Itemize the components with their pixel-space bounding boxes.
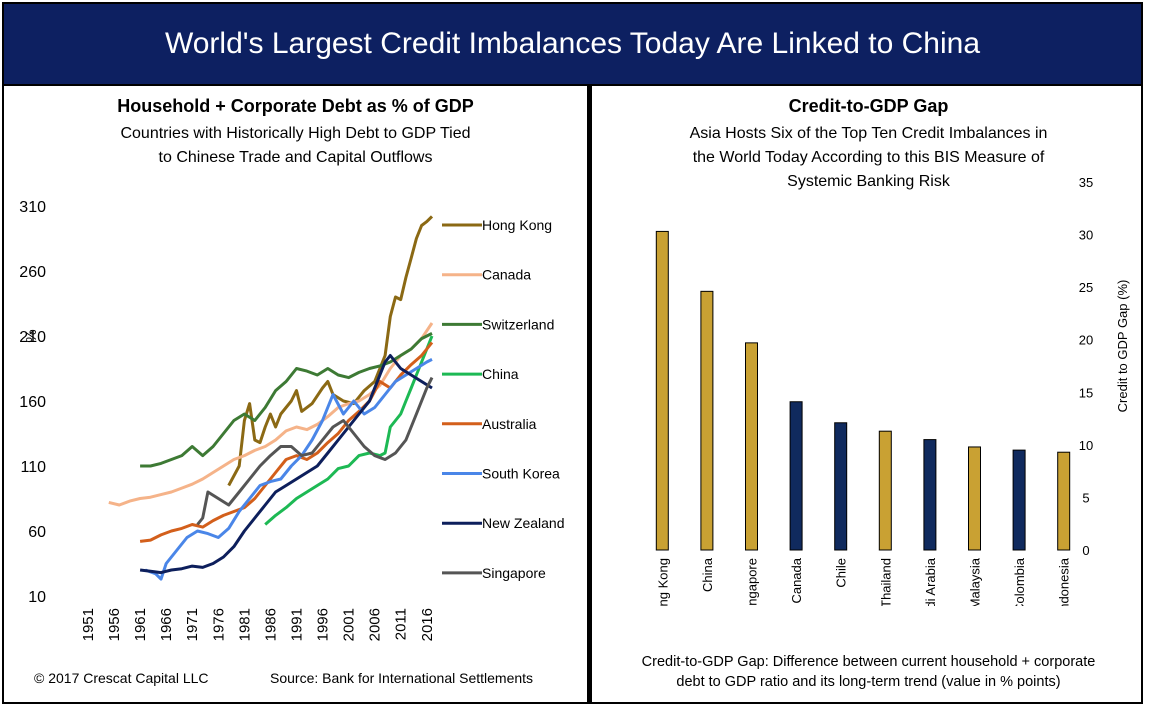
bar-hong-kong	[655, 230, 669, 551]
bar-y-tick-label-35: 35	[1079, 175, 1093, 190]
source-text: Source: Bank for International Settlemen…	[270, 670, 534, 686]
bar-colombia	[1012, 449, 1026, 551]
x-tick-label-1996: 1996	[315, 608, 332, 641]
copyright-text: © 2017 Crescat Capital LLC	[34, 670, 209, 686]
x-tick-label-1986: 1986	[262, 608, 279, 641]
x-tick-label-1966: 1966	[158, 608, 175, 641]
bar-category-label-indonesia: Indonesia	[1057, 557, 1072, 606]
footnote-line1: Credit-to-GDP Gap: Difference between cu…	[641, 654, 1096, 670]
banner-title: World's Largest Credit Imbalances Today …	[4, 4, 1141, 86]
left-subtitle-line2: to Chinese Trade and Capital Outflows	[158, 149, 433, 166]
legend-label-hong-kong: Hong Kong	[482, 217, 552, 233]
bar-y-tick-label-5: 5	[1082, 490, 1089, 505]
bar-category-label-hong-kong: Hong Kong	[655, 558, 670, 606]
bar-category-label-saudi-arabia: Saudi Arabia	[923, 557, 938, 606]
bar-y-axis-label: Credit to GDP Gap (%)	[1115, 280, 1130, 413]
left-chart-title: Household + Corporate Debt as % of GDP	[117, 96, 474, 116]
bar-y-tick-label-30: 30	[1079, 228, 1093, 243]
y-tick-label-10: 10	[28, 589, 46, 606]
right-subtitle-line1: Asia Hosts Six of the Top Ten Credit Imb…	[689, 125, 1048, 142]
series-line-singapore	[196, 376, 434, 526]
left-subtitle-line1: Countries with Historically High Debt to…	[120, 125, 471, 142]
x-tick-label-1991: 1991	[288, 608, 305, 641]
right-subtitle-line3: Systemic Banking Risk	[787, 173, 950, 190]
legend-label-singapore: Singapore	[482, 565, 546, 581]
bar-singapore	[745, 342, 758, 551]
series-line-australia	[139, 341, 434, 543]
legend-label-canada: Canada	[482, 267, 531, 283]
bar-y-tick-label-10: 10	[1079, 438, 1093, 453]
bar-saudi-arabia	[923, 439, 937, 551]
y-tick-label-160: 160	[19, 394, 46, 411]
right-subtitle-line2: the World Today According to this BIS Me…	[692, 149, 1045, 166]
y-tick-label-310: 310	[19, 199, 46, 216]
bar-chart: 0 5 10 15 20 25 30 35 Credit to GDP Gap (%) Hong …	[655, 175, 1130, 606]
bar-malaysia	[968, 446, 981, 551]
bar-y-tick-label-25: 25	[1079, 280, 1093, 295]
y-axis-label: %	[23, 329, 40, 342]
bar-category-label-colombia: Colombia	[1012, 557, 1027, 606]
bar-category-label-thailand: Thailand	[878, 558, 893, 606]
x-tick-label-1981: 1981	[236, 608, 253, 641]
series-line-hong-kong	[227, 215, 434, 487]
x-tick-label-2001: 2001	[341, 608, 358, 641]
bar-thailand	[878, 430, 892, 551]
legend-label-south-korea: South Korea	[482, 466, 560, 482]
x-tick-label-1961: 1961	[132, 608, 149, 641]
bar-category-label-malaysia: Malaysia	[968, 557, 983, 606]
bar-category-label-singapore: Singapore	[745, 558, 760, 606]
bar-china	[700, 290, 714, 551]
bar-canada	[789, 401, 803, 551]
bar-category-label-canada: Canada	[789, 557, 804, 603]
panel-divider	[587, 84, 592, 704]
legend-label-switzerland: Switzerland	[482, 316, 554, 332]
series-line-south-korea	[144, 358, 433, 581]
bar-y-tick-label-15: 15	[1079, 385, 1093, 400]
x-tick-label-1976: 1976	[210, 608, 227, 641]
y-tick-label-260: 260	[19, 264, 46, 281]
x-tick-label-2006: 2006	[367, 608, 384, 641]
x-tick-label-1956: 1956	[106, 608, 123, 641]
legend-label-new-zealand: New Zealand	[482, 515, 565, 531]
bar-y-tick-label-20: 20	[1079, 333, 1093, 348]
bar-category-label-chile: Chile	[834, 558, 849, 588]
right-panel: Credit-to-GDP Gap Asia Hosts Six of the …	[592, 86, 1145, 704]
y-tick-label-210: 210	[19, 329, 46, 346]
bar-indonesia	[1057, 451, 1071, 551]
bar-y-tick-label-0: 0	[1082, 543, 1089, 558]
y-tick-label-110: 110	[20, 459, 46, 476]
series-line-new-zealand	[139, 354, 433, 575]
legend-label-china: China	[482, 366, 519, 382]
footnote-line2: debt to GDP ratio and its long-term tren…	[676, 674, 1061, 690]
x-tick-label-1971: 1971	[184, 608, 201, 641]
y-tick-label-60: 60	[28, 524, 46, 541]
left-panel: Household + Corporate Debt as % of GDP C…	[4, 86, 587, 704]
x-tick-label-2016: 2016	[419, 608, 436, 641]
right-chart-title: Credit-to-GDP Gap	[788, 96, 949, 116]
x-tick-label-2011: 2011	[393, 608, 410, 640]
bar-chile	[834, 422, 848, 551]
line-chart: 10 60 110 160 210 260 310% 1951 1956 1961 1966 1971…	[19, 199, 565, 641]
bar-category-label-china: China	[700, 557, 715, 592]
legend-label-australia: Australia	[482, 416, 537, 432]
x-tick-label-1951: 1951	[80, 608, 97, 641]
